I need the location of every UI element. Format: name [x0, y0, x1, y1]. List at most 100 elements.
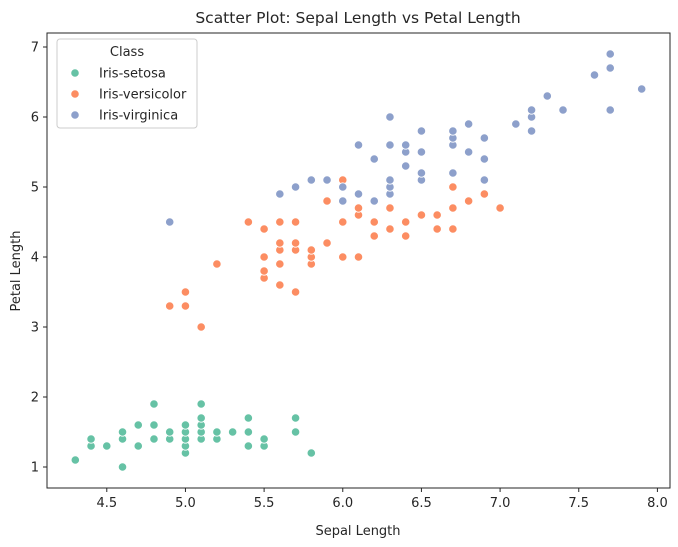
data-point-iris-virginica: [416, 126, 427, 136]
data-point-iris-versicolor: [212, 259, 222, 269]
data-point-iris-versicolor: [290, 238, 301, 248]
data-point-iris-virginica: [369, 196, 379, 206]
y-tick-label: 1: [31, 461, 39, 476]
x-tick-label: 4.5: [96, 496, 117, 511]
data-point-iris-virginica: [275, 189, 285, 199]
data-point-iris-versicolor: [369, 217, 379, 227]
x-tick-label: 8.0: [647, 496, 668, 511]
data-point-iris-virginica: [479, 154, 489, 164]
data-point-iris-virginica: [605, 105, 615, 115]
legend-label: Iris-setosa: [99, 67, 166, 82]
y-axis-label: Petal Length: [9, 230, 24, 311]
data-point-iris-setosa: [149, 399, 159, 409]
data-point-iris-setosa: [259, 434, 269, 444]
data-point-iris-setosa: [117, 427, 128, 437]
data-point-iris-versicolor: [275, 238, 285, 248]
x-tick-label: 7.0: [490, 496, 511, 511]
data-point-iris-versicolor: [290, 217, 301, 227]
data-point-iris-virginica: [338, 182, 348, 192]
data-point-iris-versicolor: [165, 301, 175, 311]
data-point-iris-virginica: [542, 91, 552, 101]
x-tick-label: 6.0: [332, 496, 353, 511]
data-point-iris-virginica: [385, 112, 395, 122]
data-point-iris-virginica: [448, 168, 458, 178]
data-point-iris-versicolor: [448, 182, 458, 192]
data-point-iris-versicolor: [180, 301, 191, 311]
data-point-iris-versicolor: [322, 238, 332, 248]
data-point-iris-versicolor: [353, 203, 364, 213]
data-point-iris-versicolor: [243, 217, 253, 227]
data-point-iris-versicolor: [259, 224, 269, 234]
data-point-iris-versicolor: [448, 203, 458, 213]
data-point-iris-setosa: [196, 399, 206, 409]
y-tick-label: 6: [31, 111, 39, 126]
data-point-iris-setosa: [165, 427, 175, 437]
data-point-iris-versicolor: [353, 252, 364, 262]
data-point-iris-setosa: [149, 434, 159, 444]
x-tick-label: 7.5: [568, 496, 589, 511]
data-point-iris-virginica: [401, 140, 411, 150]
data-point-iris-setosa: [70, 455, 80, 465]
x-tick-label: 5.0: [175, 496, 196, 511]
data-point-iris-virginica: [558, 105, 568, 115]
data-point-iris-versicolor: [401, 231, 411, 241]
data-point-iris-setosa: [212, 427, 222, 437]
data-point-iris-virginica: [605, 49, 615, 59]
data-point-iris-virginica: [306, 175, 316, 185]
data-point-iris-versicolor: [369, 231, 379, 241]
data-point-iris-setosa: [133, 420, 143, 430]
data-point-iris-virginica: [589, 70, 600, 80]
data-point-iris-versicolor: [495, 203, 505, 213]
y-tick-label: 2: [31, 391, 39, 406]
data-point-iris-virginica: [290, 182, 301, 192]
chart-title: Scatter Plot: Sepal Length vs Petal Leng…: [195, 9, 520, 27]
data-point-iris-versicolor: [290, 287, 301, 297]
data-point-iris-setosa: [243, 427, 253, 437]
data-point-iris-setosa: [306, 448, 316, 458]
legend-title: Class: [110, 45, 144, 60]
data-point-iris-virginica: [401, 161, 411, 171]
data-point-iris-versicolor: [416, 210, 427, 220]
data-point-iris-virginica: [479, 175, 489, 185]
data-point-iris-virginica: [353, 189, 364, 199]
data-point-iris-virginica: [416, 147, 427, 157]
data-point-iris-versicolor: [196, 322, 206, 332]
data-point-iris-versicolor: [432, 224, 442, 234]
legend: Class Iris-setosa Iris-versicolor Iris-vir…: [56, 38, 198, 129]
data-point-iris-setosa: [86, 434, 96, 444]
data-point-iris-virginica: [416, 168, 427, 178]
data-point-iris-versicolor: [464, 196, 474, 206]
data-point-iris-setosa: [102, 441, 112, 451]
data-point-iris-virginica: [385, 140, 395, 150]
data-point-iris-virginica: [605, 63, 615, 73]
data-point-iris-versicolor: [432, 210, 442, 220]
plot-frame: [46, 32, 671, 489]
data-point-iris-versicolor: [385, 224, 395, 234]
data-point-iris-virginica: [479, 133, 489, 143]
data-point-iris-virginica: [353, 140, 364, 150]
data-point-iris-setosa: [180, 420, 191, 430]
data-point-iris-setosa: [243, 413, 253, 423]
data-point-iris-setosa: [133, 441, 143, 451]
legend-box: [56, 38, 198, 129]
data-point-iris-versicolor: [259, 252, 269, 262]
data-point-iris-versicolor: [322, 196, 332, 206]
y-tick-label: 7: [31, 41, 39, 56]
data-point-iris-virginica: [464, 147, 474, 157]
legend-label: Iris-virginica: [99, 109, 178, 124]
legend-marker: [70, 89, 80, 99]
data-point-iris-versicolor: [338, 252, 348, 262]
data-point-iris-virginica: [322, 175, 332, 185]
x-axis-label: Sepal Length: [315, 524, 400, 539]
x-tick-label: 5.5: [254, 496, 275, 511]
data-point-iris-virginica: [165, 217, 175, 227]
data-point-iris-versicolor: [275, 259, 285, 269]
data-point-iris-virginica: [526, 105, 537, 115]
data-point-iris-versicolor: [275, 280, 285, 290]
data-points: [70, 49, 647, 472]
data-point-iris-versicolor: [306, 245, 316, 255]
data-point-iris-versicolor: [259, 266, 269, 276]
data-point-iris-virginica: [511, 119, 521, 129]
data-point-iris-virginica: [385, 175, 395, 185]
legend-label: Iris-versicolor: [99, 88, 187, 103]
